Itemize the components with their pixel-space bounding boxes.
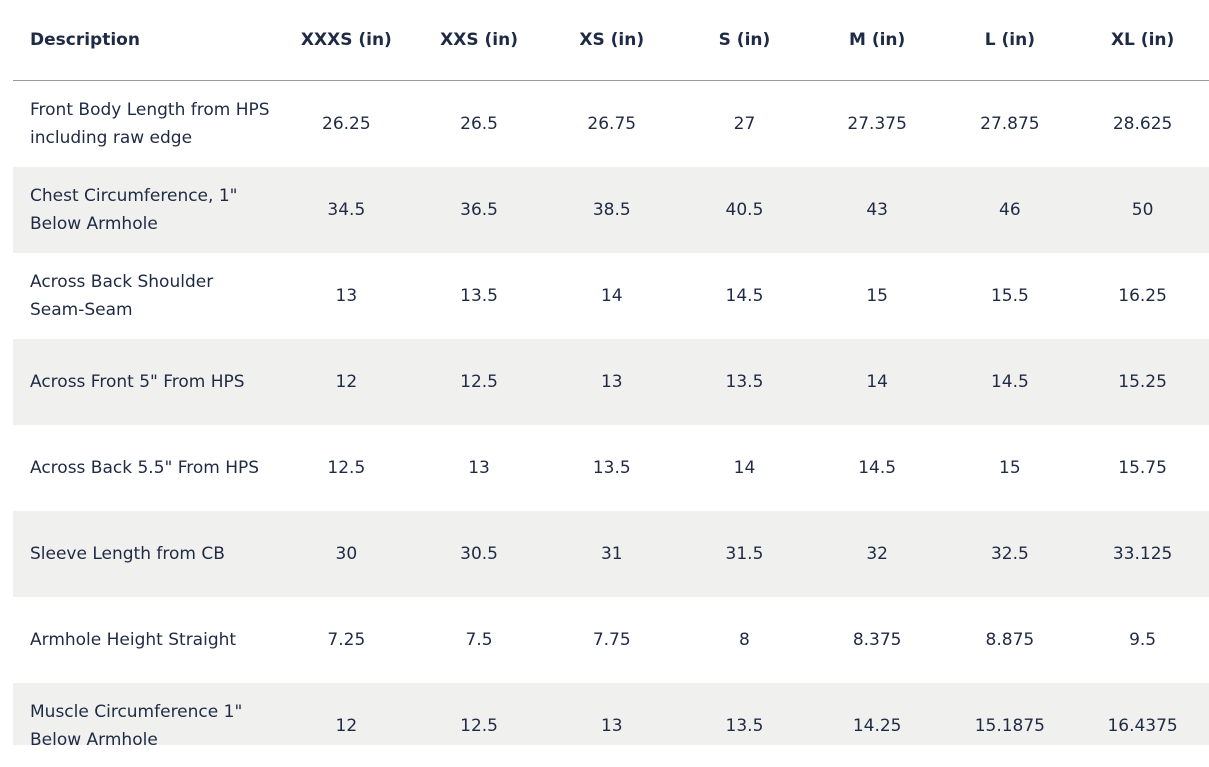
measurement-cell: 13 xyxy=(600,716,623,736)
description-cell: Across Back Shoulder Seam-Seam xyxy=(30,272,214,320)
measurement-cell: 32 xyxy=(866,544,888,564)
measurement-cell: 26.25 xyxy=(322,114,371,134)
header-cell: XXXS (in) xyxy=(280,0,413,81)
measurement-cell: 7.5 xyxy=(465,630,493,650)
measurement-cell: 12.5 xyxy=(327,458,366,478)
measurement-cell: 9.5 xyxy=(1129,630,1157,650)
measurement-cell: 15 xyxy=(999,458,1021,478)
table-container: Description XXXS (in) XXS (in) XS (in) S (in… xyxy=(13,0,1209,745)
measurement-cell: 50 xyxy=(1131,200,1154,220)
measurement-cell: 36.5 xyxy=(460,200,498,220)
table-row: Across Front 5" From HPS 12 12.5 13 13.5 14 14… xyxy=(13,339,1209,425)
measurement-cell: 13.5 xyxy=(460,286,498,306)
header-cell: Description xyxy=(13,0,280,81)
measurement-cell: 13.5 xyxy=(725,716,764,736)
description-cell: Armhole Height Straight xyxy=(30,630,237,650)
description-cell: Across Front 5" From HPS xyxy=(30,372,245,392)
measurement-cell: 12 xyxy=(335,716,358,736)
header-cell: XL (in) xyxy=(1076,0,1209,81)
measurement-cell: 15.25 xyxy=(1118,372,1167,392)
table-row: Front Body Length from HPS including raw… xyxy=(13,81,1209,168)
measurement-cell: 13.5 xyxy=(725,372,764,392)
measurement-cell: 13 xyxy=(468,458,490,478)
table-row: Across Back Shoulder Seam-Seam 13 13.5 14 14… xyxy=(13,253,1209,339)
measurement-cell: 26.5 xyxy=(460,114,498,134)
measurement-cell: 7.25 xyxy=(327,630,366,650)
measurement-cell: 27.875 xyxy=(980,114,1040,134)
header-cell: L (in) xyxy=(943,0,1077,81)
table-row: Muscle Circumference 1" Below Armhole 12 1… xyxy=(13,683,1209,745)
measurement-cell: 12.5 xyxy=(460,716,498,736)
table-body: Front Body Length from HPS including raw… xyxy=(13,81,1209,745)
measurement-cell: 46 xyxy=(999,200,1021,220)
measurement-cell: 34.5 xyxy=(327,200,366,220)
measurement-cell: 40.5 xyxy=(725,200,764,220)
measurement-cell: 8 xyxy=(739,630,750,650)
header-cell: XS (in) xyxy=(545,0,679,81)
measurement-cell: 14.5 xyxy=(858,458,897,478)
header-cell: S (in) xyxy=(678,0,811,81)
measurement-cell: 12.5 xyxy=(460,372,498,392)
measurement-cell: 7.75 xyxy=(592,630,631,650)
measurement-cell: 13 xyxy=(600,372,623,392)
table-row: Across Back 5.5" From HPS 12.5 13 13.5 14 14.… xyxy=(13,425,1209,511)
measurement-cell: 31 xyxy=(600,544,623,564)
measurement-cell: 13 xyxy=(335,286,358,306)
measurement-cell: 14 xyxy=(866,372,888,392)
measurement-cell: 32.5 xyxy=(990,544,1029,564)
description-cell: Sleeve Length from CB xyxy=(30,544,225,564)
measurement-cell: 13.5 xyxy=(592,458,631,478)
measurement-cell: 14 xyxy=(733,458,756,478)
description-cell: Front Body Length from HPS including raw… xyxy=(30,100,270,148)
measurement-cell: 38.5 xyxy=(592,200,631,220)
measurement-cell: 28.625 xyxy=(1112,114,1173,134)
measurement-cell: 16.25 xyxy=(1118,286,1167,306)
measurement-cell: 43 xyxy=(866,200,888,220)
measurement-cell: 27.375 xyxy=(847,114,907,134)
description-cell: Chest Circumference, 1" Below Armhole xyxy=(30,186,238,234)
size-table: Description XXXS (in) XXS (in) XS (in) S (in… xyxy=(13,0,1209,745)
measurement-cell: 15 xyxy=(866,286,888,306)
measurement-cell: 8.875 xyxy=(985,630,1035,650)
measurement-cell: 27 xyxy=(733,114,756,134)
measurement-cell: 15.1875 xyxy=(974,716,1046,736)
header-cell: M (in) xyxy=(810,0,944,81)
measurement-cell: 15.75 xyxy=(1118,458,1167,478)
measurement-cell: 15.5 xyxy=(990,286,1029,306)
table-row: Armhole Height Straight 7.25 7.5 7.75 8 8.375… xyxy=(13,597,1209,683)
measurement-cell: 31.5 xyxy=(725,544,764,564)
measurement-cell: 30.5 xyxy=(460,544,498,564)
measurement-cell: 14.5 xyxy=(990,372,1029,392)
measurement-cell: 14 xyxy=(600,286,623,306)
description-cell: Muscle Circumference 1" Below Armhole xyxy=(30,702,243,745)
measurement-cell: 8.375 xyxy=(852,630,902,650)
measurement-cell: 16.4375 xyxy=(1107,716,1178,736)
measurement-cell: 14.25 xyxy=(852,716,902,736)
measurement-cell: 26.75 xyxy=(587,114,637,134)
measurement-cell: 30 xyxy=(335,544,358,564)
description-cell: Across Back 5.5" From HPS xyxy=(30,458,260,478)
measurement-cell: 14.5 xyxy=(725,286,764,306)
table-row: Chest Circumference, 1" Below Armhole 34.… xyxy=(13,167,1209,253)
header-row: Description XXXS (in) XXS (in) XS (in) S (in… xyxy=(13,0,1209,81)
header-cell: XXS (in) xyxy=(412,0,546,81)
table-row: Sleeve Length from CB 30 30.5 31 31.5 32 32.5 3… xyxy=(13,511,1209,597)
measurement-cell: 33.125 xyxy=(1112,544,1173,564)
measurement-cell: 12 xyxy=(335,372,358,392)
